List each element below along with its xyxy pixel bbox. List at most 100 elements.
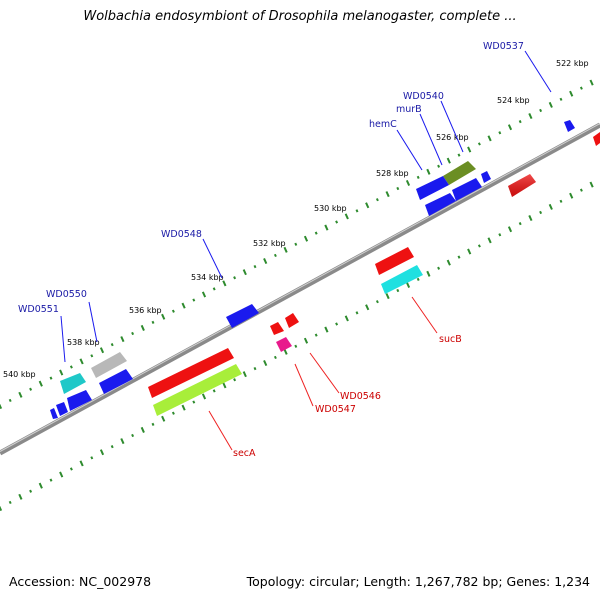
- tick-mark: [233, 378, 237, 382]
- gene-label-WD0537[interactable]: WD0537: [483, 41, 524, 52]
- kbp-label: 528 kbp: [376, 169, 409, 178]
- tick-mark: [528, 113, 533, 120]
- gene-label-sucB[interactable]: sucB: [439, 334, 462, 345]
- tick-mark: [518, 222, 522, 226]
- lower-tick-track: [0, 181, 594, 512]
- tick-mark: [253, 366, 257, 371]
- tick-mark: [242, 269, 247, 276]
- tick-mark: [365, 304, 370, 311]
- tick-mark: [69, 365, 73, 369]
- gene-WD0548[interactable]: [226, 304, 259, 328]
- tick-mark: [396, 186, 400, 191]
- tick-mark: [151, 422, 155, 426]
- gene-WD0551[interactable]: [67, 390, 92, 411]
- tick-mark: [253, 264, 257, 269]
- tick-mark: [90, 354, 94, 358]
- tick-mark: [365, 202, 370, 209]
- tick-mark: [131, 331, 135, 336]
- label-leaders-top: [60, 50, 552, 363]
- tick-mark: [335, 220, 339, 224]
- gene-arrow[interactable]: [452, 178, 482, 201]
- accession-text: Accession: NC_002978: [9, 574, 152, 589]
- tick-mark: [59, 471, 64, 478]
- gene-label-murB[interactable]: murB: [396, 104, 422, 115]
- tick-mark: [405, 179, 411, 186]
- gene-WD0550[interactable]: [60, 373, 86, 394]
- kbp-label: 526 kbp: [436, 133, 469, 142]
- tick-mark: [242, 371, 247, 378]
- genes-reverse: [148, 247, 423, 416]
- tick-mark: [59, 369, 64, 376]
- tick-mark: [294, 242, 298, 246]
- label-leaders-bottom: [208, 296, 438, 451]
- gene-arrow[interactable]: [481, 171, 491, 183]
- tick-mark: [559, 97, 563, 101]
- gene-arrow[interactable]: [270, 322, 284, 335]
- tick-mark: [273, 355, 277, 360]
- tick-mark: [69, 467, 73, 471]
- tick-mark: [548, 203, 553, 210]
- tick-mark: [120, 336, 125, 343]
- tick-mark: [375, 198, 379, 202]
- tick-mark: [589, 181, 594, 188]
- tick-mark: [324, 326, 329, 333]
- tick-mark: [49, 376, 53, 380]
- tick-mark: [283, 348, 288, 355]
- gene-secA[interactable]: [153, 364, 242, 416]
- tick-mark: [385, 293, 390, 300]
- gene-arrow[interactable]: [56, 402, 68, 416]
- tick-mark: [416, 175, 420, 179]
- tick-mark: [344, 315, 349, 322]
- gene-arrow[interactable]: [593, 132, 600, 146]
- gene-sucB[interactable]: [381, 265, 423, 294]
- gene-arrow[interactable]: [99, 369, 133, 394]
- tick-mark: [49, 478, 53, 482]
- tick-mark: [579, 86, 583, 90]
- gene-label-hemC[interactable]: hemC: [369, 119, 397, 130]
- tick-mark: [498, 131, 502, 135]
- kbp-label: 534 kbp: [191, 273, 224, 282]
- tick-mark: [192, 298, 196, 302]
- tick-mark: [212, 389, 216, 393]
- tick-mark: [192, 400, 196, 404]
- gene-WD0547[interactable]: [276, 337, 292, 352]
- gene-label-WD0540[interactable]: WD0540: [403, 91, 444, 102]
- gene-murB[interactable]: [416, 176, 449, 200]
- gene-label-secA[interactable]: secA: [233, 448, 256, 459]
- genome-backbone-highlight: [0, 123, 600, 452]
- tick-mark: [446, 259, 451, 266]
- tick-mark: [283, 246, 288, 253]
- tick-mark: [344, 213, 349, 220]
- tick-mark: [79, 358, 84, 365]
- tick-mark: [38, 482, 43, 489]
- gene-hemC[interactable]: [425, 193, 456, 216]
- gene-arrow[interactable]: [375, 247, 414, 275]
- gene-label-WD0551[interactable]: WD0551: [18, 304, 59, 315]
- tick-mark: [385, 191, 390, 198]
- tick-mark: [559, 199, 563, 203]
- gene-arrow[interactable]: [148, 348, 234, 398]
- gene-arrow[interactable]: [564, 120, 575, 132]
- tick-mark: [426, 168, 431, 175]
- genes-forward: [50, 120, 600, 419]
- gene-label-WD0550[interactable]: WD0550: [46, 289, 87, 300]
- tick-mark: [467, 146, 472, 153]
- tick-mark: [548, 101, 553, 108]
- kbp-label: 530 kbp: [314, 204, 347, 213]
- gene-label-WD0548[interactable]: WD0548: [161, 229, 202, 240]
- gene-WD0546[interactable]: [285, 313, 299, 328]
- gene-arrow[interactable]: [91, 352, 127, 378]
- tick-mark: [140, 426, 145, 433]
- genome-backbone: [0, 122, 600, 456]
- tick-mark: [528, 215, 533, 222]
- gene-label-WD0546[interactable]: WD0546: [340, 391, 381, 402]
- tick-mark: [18, 493, 23, 500]
- tick-mark: [181, 302, 186, 309]
- tick-mark: [233, 276, 237, 280]
- tick-mark: [181, 404, 186, 411]
- gene-label-WD0547[interactable]: WD0547: [315, 404, 356, 415]
- tick-mark: [405, 281, 411, 288]
- gene-arrow[interactable]: [50, 408, 58, 419]
- gene-WD0540[interactable]: [443, 161, 476, 185]
